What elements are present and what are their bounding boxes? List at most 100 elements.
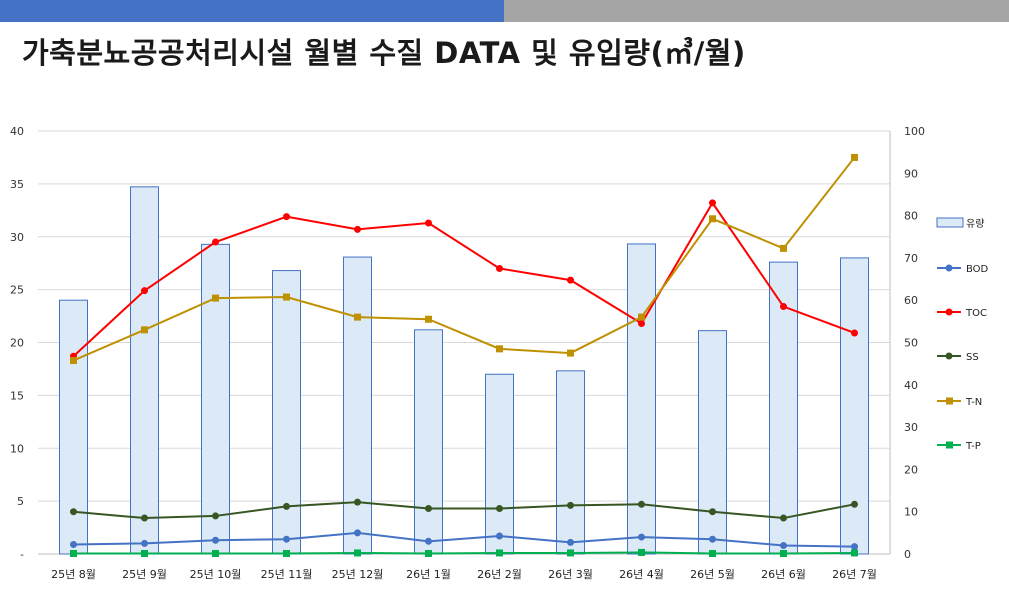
point-toc: [851, 329, 858, 337]
point-ss: [567, 501, 574, 509]
chart-legend: 유량 BOD TOC SS T-N T-P: [936, 217, 989, 452]
point-ss: [638, 500, 645, 508]
flow-bar: [414, 329, 443, 555]
point-bod: [709, 535, 716, 543]
point-ss: [780, 514, 787, 522]
point-t-p: [780, 549, 787, 557]
flow-bar: [201, 243, 230, 555]
point-t-n: [425, 315, 432, 323]
legend-label-flow: 유량: [966, 218, 984, 230]
point-t-p: [496, 549, 503, 557]
left-axis-tick: 20: [10, 337, 24, 350]
point-toc: [709, 199, 716, 207]
x-axis-tick: 25년 8월: [51, 568, 96, 581]
series-line-toc: [72, 201, 855, 357]
right-axis-tick: 10: [904, 506, 918, 519]
x-axis-tick: 25년 11월: [261, 568, 313, 581]
point-ss: [70, 508, 77, 516]
point-bod: [780, 542, 787, 550]
point-toc: [567, 276, 574, 284]
right-axis-tick: 60: [904, 294, 918, 307]
point-bod: [354, 529, 361, 537]
point-toc: [780, 303, 787, 311]
right-axis-tick: 20: [904, 463, 918, 476]
legend-marker-t-n: [946, 397, 953, 405]
flow-bar: [343, 256, 372, 555]
flow-bar: [698, 330, 727, 555]
series-line-ss: [73, 501, 855, 520]
point-toc: [141, 287, 148, 295]
point-t-n: [851, 153, 858, 161]
right-axis-tick: 40: [904, 379, 918, 392]
flow-bar: [556, 370, 585, 555]
point-ss: [425, 505, 432, 513]
point-bod: [496, 532, 503, 540]
flow-bar: [130, 186, 159, 555]
point-t-n: [354, 313, 361, 321]
x-axis-ticks: 25년 8월 25년 9월 25년 10월 25년 11월 25년 12월 26년 1월 2…: [51, 568, 877, 581]
x-axis-tick: 25년 12월: [332, 568, 384, 581]
x-axis-tick: 26년 3월: [548, 568, 593, 581]
legend-marker-bod: [945, 264, 953, 272]
point-ss: [496, 505, 503, 513]
point-t-n: [496, 345, 503, 353]
point-t-p: [141, 549, 148, 557]
point-t-p: [283, 549, 290, 557]
point-t-n: [283, 293, 290, 301]
point-toc: [283, 213, 290, 221]
legend-label-bod: BOD: [966, 264, 989, 275]
page-title: 가축분뇨공공처리시설 월별 수질 DATA 및 유입량(㎥/월): [22, 36, 746, 70]
point-bod: [425, 537, 432, 545]
legend-label-t-p: T-P: [965, 441, 981, 452]
point-ss: [141, 514, 148, 522]
point-t-p: [425, 549, 432, 557]
x-axis-tick: 26년 1월: [406, 568, 451, 581]
point-bod: [567, 538, 574, 546]
flow-bar: [840, 257, 869, 555]
legend-marker-toc: [945, 308, 953, 316]
point-bod: [283, 535, 290, 543]
legend-label-t-n: T-N: [965, 397, 982, 408]
left-axis-tick: 10: [10, 442, 24, 455]
legend-marker-t-p: [946, 441, 953, 449]
legend-label-ss: SS: [966, 352, 979, 363]
series-line-t-p: [73, 551, 855, 555]
flow-bar: [485, 373, 514, 555]
point-bod: [851, 543, 858, 551]
point-t-p: [851, 549, 858, 557]
series-line-t-n: [73, 156, 856, 362]
header-accent-bar-blue: [0, 0, 504, 22]
x-axis-tick: 26년 5월: [690, 568, 735, 581]
x-axis-tick: 25년 9월: [122, 568, 167, 581]
point-t-p: [567, 549, 574, 557]
gridlines: [38, 130, 891, 555]
left-axis-tick: 30: [10, 231, 24, 244]
flow-bars: [59, 186, 869, 555]
left-axis-tick: 35: [10, 178, 24, 191]
point-bod: [70, 540, 77, 548]
left-axis-ticks: - 5 10 15 20 25 30 35 40: [10, 125, 24, 561]
point-t-n: [212, 294, 219, 302]
series-lines: [70, 153, 858, 557]
point-ss: [851, 500, 858, 508]
legend-marker-ss: [945, 352, 953, 360]
point-t-p: [638, 548, 645, 556]
point-t-p: [709, 549, 716, 557]
point-bod: [212, 536, 219, 544]
left-axis-tick: 15: [10, 389, 24, 402]
x-axis-tick: 26년 6월: [761, 568, 806, 581]
point-bod: [638, 533, 645, 541]
point-t-n: [141, 326, 148, 334]
flow-bar: [59, 299, 88, 555]
right-axis-tick: 80: [904, 210, 918, 223]
x-axis-tick: 26년 4월: [619, 568, 664, 581]
point-ss: [212, 512, 219, 520]
right-axis-tick: 0: [904, 548, 911, 561]
right-axis-tick: 50: [904, 337, 918, 350]
point-t-p: [354, 549, 361, 557]
x-axis-tick: 26년 7월: [832, 568, 877, 581]
x-axis-tick: 26년 2월: [477, 568, 522, 581]
point-ss: [283, 502, 290, 510]
left-axis-tick: -: [20, 548, 24, 561]
